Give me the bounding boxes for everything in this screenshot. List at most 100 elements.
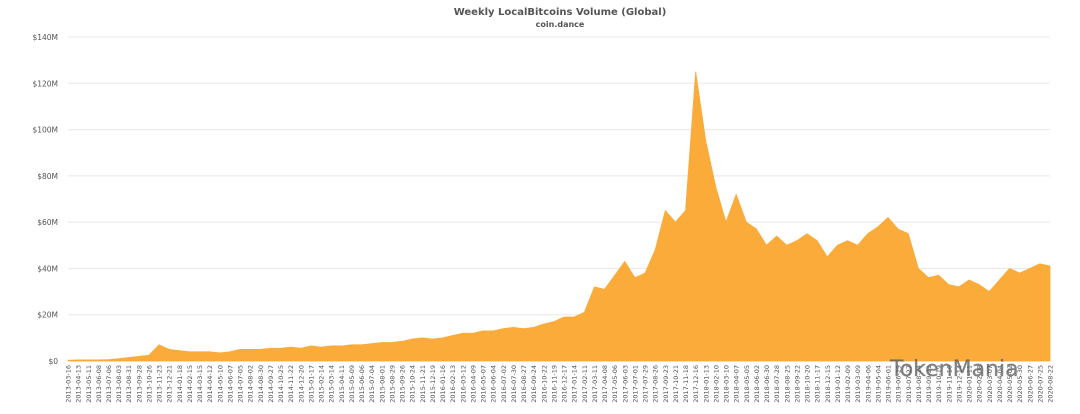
x-tick-label: 2020-06-27 — [1026, 365, 1034, 403]
x-tick-label: 2015-08-01 — [378, 365, 386, 403]
x-tick-label: 2015-09-26 — [399, 365, 407, 403]
x-tick-label: 2017-12-16 — [692, 365, 700, 403]
x-tick-label: 2015-06-06 — [358, 365, 366, 403]
x-tick-label: 2018-09-22 — [793, 365, 801, 403]
x-tick-label: 2015-03-14 — [328, 365, 336, 403]
watermark: TokenMania — [889, 357, 1019, 382]
x-tick-label: 2015-04-11 — [338, 365, 346, 403]
x-tick-label: 2016-07-02 — [500, 365, 508, 403]
y-tick-label: $40M — [37, 264, 58, 273]
x-tick-label: 2016-07-30 — [510, 365, 518, 403]
x-tick-label: 2013-05-11 — [85, 365, 93, 403]
x-tick-label: 2016-08-27 — [520, 365, 528, 403]
x-tick-label: 2019-01-12 — [834, 365, 842, 403]
x-tick-label: 2019-04-06 — [864, 365, 872, 403]
x-tick-label: 2017-09-23 — [662, 365, 670, 403]
x-tick-label: 2016-01-16 — [439, 365, 447, 403]
x-tick-label: 2016-06-04 — [490, 365, 498, 403]
x-tick-label: 2017-11-18 — [682, 365, 690, 403]
x-tick-label: 2014-01-18 — [176, 365, 184, 403]
x-tick-label: 2017-07-29 — [642, 365, 650, 403]
x-tick-label: 2013-10-26 — [145, 365, 153, 403]
x-tick-label: 2013-12-21 — [166, 365, 174, 403]
x-tick-label: 2020-05-02 — [1006, 365, 1014, 403]
x-tick-label: 2015-01-17 — [307, 365, 315, 403]
y-tick-label: $140M — [32, 33, 58, 42]
y-tick-label: $100M — [32, 126, 58, 135]
x-tick-label: 2019-09-21 — [925, 365, 933, 403]
x-tick-label: 2018-05-05 — [743, 365, 751, 403]
y-tick-label: $60M — [37, 218, 58, 227]
x-tick-label: 2015-11-21 — [419, 365, 427, 403]
x-tick-label: 2020-05-30 — [1016, 365, 1024, 403]
x-tick-label: 2015-02-14 — [318, 365, 326, 403]
x-tick-label: 2013-08-03 — [115, 365, 123, 403]
x-tick-label: 2014-05-10 — [216, 365, 224, 403]
x-tick-label: 2013-03-16 — [65, 365, 73, 403]
x-tick-label: 2019-12-14 — [955, 365, 963, 403]
x-tick-label: 2019-10-19 — [935, 365, 943, 403]
y-tick-label: $120M — [32, 79, 58, 88]
x-tick-label: 2018-12-15 — [824, 365, 832, 403]
x-tick-label: 2013-08-31 — [125, 365, 133, 403]
x-tick-label: 2019-07-27 — [905, 365, 913, 403]
x-tick-label: 2019-05-04 — [874, 365, 882, 403]
x-tick-label: 2016-11-19 — [550, 365, 558, 403]
x-tick-label: 2013-04-13 — [75, 365, 83, 403]
x-tick-label: 2019-08-24 — [915, 365, 923, 403]
x-tick-label: 2016-10-22 — [540, 365, 548, 403]
x-tick-label: 2018-01-13 — [702, 365, 710, 403]
x-tick-label: 2018-02-10 — [712, 365, 720, 403]
x-tick-label: 2014-04-12 — [206, 365, 214, 403]
x-tick-label: 2015-08-29 — [388, 365, 396, 403]
x-tick-label: 2017-04-08 — [601, 365, 609, 403]
x-tick-label: 2015-12-19 — [429, 365, 437, 403]
x-tick-label: 2016-05-07 — [480, 365, 488, 403]
x-tick-label: 2017-06-03 — [621, 365, 629, 403]
x-tick-label: 2015-07-04 — [368, 365, 376, 403]
x-tick-label: 2019-02-09 — [844, 365, 852, 403]
x-tick-label: 2014-07-05 — [237, 365, 245, 403]
x-tick-label: 2018-04-07 — [733, 365, 741, 403]
x-tick-label: 2014-09-27 — [267, 365, 275, 403]
x-tick-label: 2019-06-01 — [885, 365, 893, 403]
x-tick-label: 2013-06-08 — [95, 365, 103, 403]
x-tick-label: 2019-11-16 — [945, 365, 953, 403]
x-tick-label: 2013-07-06 — [105, 365, 113, 403]
chart-subtitle: coin.dance — [536, 20, 585, 29]
x-tick-label: 2013-09-28 — [135, 365, 143, 403]
x-tick-label: 2014-12-20 — [297, 365, 305, 403]
x-tick-label: 2018-07-28 — [773, 365, 781, 403]
x-tick-label: 2015-05-09 — [348, 365, 356, 403]
y-tick-label: $0 — [48, 357, 58, 366]
x-tick-label: 2020-08-22 — [1047, 365, 1055, 403]
x-tick-label: 2017-01-14 — [571, 365, 579, 403]
x-tick-label: 2014-03-15 — [196, 365, 204, 403]
x-tick-label: 2014-10-25 — [277, 365, 285, 403]
y-tick-label: $20M — [37, 311, 58, 320]
x-tick-label: 2018-10-20 — [804, 365, 812, 403]
x-tick-label: 2016-02-13 — [449, 365, 457, 403]
x-tick-label: 2017-10-21 — [672, 365, 680, 403]
x-tick-label: 2017-07-01 — [631, 365, 639, 403]
x-tick-label: 2016-03-12 — [459, 365, 467, 403]
x-tick-label: 2019-06-29 — [895, 365, 903, 403]
x-tick-label: 2020-07-25 — [1036, 365, 1044, 403]
x-tick-label: 2018-06-02 — [753, 365, 761, 403]
y-tick-label: $80M — [37, 172, 58, 181]
x-tick-label: 2014-06-07 — [226, 365, 234, 403]
x-tick-label: 2017-05-06 — [611, 365, 619, 403]
x-tick-label: 2017-03-11 — [591, 365, 599, 403]
x-tick-label: 2020-03-07 — [986, 365, 994, 403]
x-tick-label: 2017-08-26 — [652, 365, 660, 403]
x-tick-label: 2017-02-11 — [581, 365, 589, 403]
x-tick-label: 2020-01-11 — [966, 365, 974, 403]
x-tick-label: 2018-06-30 — [763, 365, 771, 403]
x-tick-label: 2016-04-09 — [469, 365, 477, 403]
x-tick-label: 2018-11-17 — [814, 365, 822, 403]
x-tick-label: 2020-02-08 — [976, 365, 984, 403]
x-tick-label: 2018-08-25 — [783, 365, 791, 403]
x-tick-label: 2014-08-02 — [247, 365, 255, 403]
x-tick-label: 2014-08-30 — [257, 365, 265, 403]
